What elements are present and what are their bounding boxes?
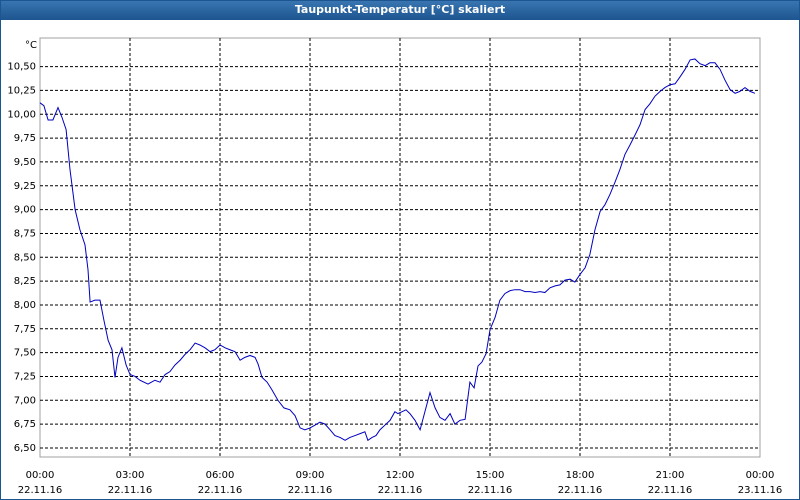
y-tick-label: 8,75 xyxy=(14,228,36,239)
x-tick-label: 09:00 xyxy=(296,470,325,481)
y-tick-label: 8,25 xyxy=(14,276,36,287)
x-tick-label: 18:00 xyxy=(566,470,595,481)
chart-title: Taupunkt-Temperatur [°C] skaliert xyxy=(295,3,505,16)
y-tick-label: 7,50 xyxy=(14,348,36,359)
y-tick-label: 10,00 xyxy=(7,109,36,120)
title-bar xyxy=(0,0,800,20)
y-tick-label: 7,75 xyxy=(14,324,36,335)
y-tick-label: 9,50 xyxy=(14,157,36,168)
x-tick-date: 22.11.16 xyxy=(18,485,63,496)
x-tick-label: 03:00 xyxy=(116,470,145,481)
x-tick-date: 22.11.16 xyxy=(288,485,333,496)
x-tick-label: 00:00 xyxy=(746,470,775,481)
y-tick-label: 9,25 xyxy=(14,181,36,192)
x-tick-date: 22.11.16 xyxy=(378,485,423,496)
y-tick-label: 8,50 xyxy=(14,252,36,263)
y-tick-label: 7,00 xyxy=(14,395,36,406)
x-tick-date: 22.11.16 xyxy=(558,485,603,496)
x-tick-label: 21:00 xyxy=(656,470,685,481)
x-tick-label: 15:00 xyxy=(476,470,505,481)
y-unit: °C xyxy=(25,40,37,51)
x-tick-label: 06:00 xyxy=(206,470,235,481)
y-tick-label: 6,50 xyxy=(14,443,36,454)
plot-area xyxy=(39,37,761,458)
y-tick-label: 9,00 xyxy=(14,205,36,216)
x-tick-label: 12:00 xyxy=(386,470,415,481)
x-tick-date: 22.11.16 xyxy=(198,485,243,496)
x-tick-date: 22.11.16 xyxy=(648,485,693,496)
x-tick-date: 23.11.16 xyxy=(738,485,783,496)
y-tick-label: 10,50 xyxy=(7,62,36,73)
data-line xyxy=(39,58,756,442)
x-tick-label: 00:00 xyxy=(26,470,55,481)
y-tick-label: 8,00 xyxy=(14,300,36,311)
y-tick-label: 9,75 xyxy=(14,133,36,144)
x-tick-date: 22.11.16 xyxy=(108,485,153,496)
y-tick-label: 7,25 xyxy=(14,371,36,382)
x-tick-date: 22.11.16 xyxy=(468,485,513,496)
y-tick-label: 10,25 xyxy=(7,85,36,96)
y-tick-label: 6,75 xyxy=(14,419,36,430)
